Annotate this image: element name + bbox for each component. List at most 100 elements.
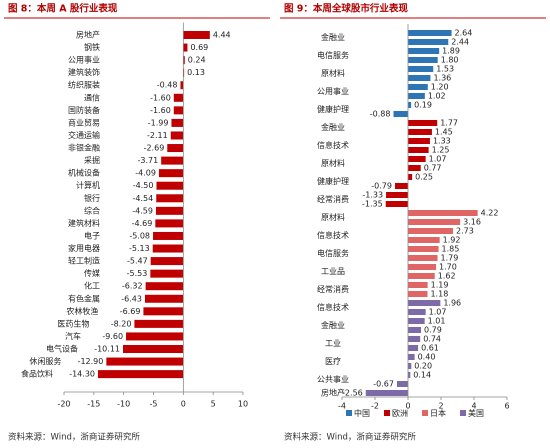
value-label: 1.77 [440,119,458,128]
x-tick-label: -4 [338,402,346,411]
value-label: -8.20 [111,319,132,328]
category-label: 金融业 [321,320,345,330]
category-label: 公用事业 [68,55,100,65]
value-label: 1.19 [431,281,449,290]
value-label: 0.13 [187,68,205,77]
value-label: -1.99 [148,118,169,127]
category-label: 医疗 [325,356,341,366]
bar [150,269,184,278]
category-label: 银行 [84,193,100,203]
legend-label: 欧洲 [392,408,408,418]
value-label: -6.43 [121,294,142,303]
legend-swatch [346,410,352,416]
legend-swatch [384,410,390,416]
bar [408,237,440,243]
bar [365,390,408,396]
category-label: 家用电器 [68,243,100,253]
bar [123,345,184,353]
category-label: 房地产 [321,388,345,398]
bar [408,372,411,378]
value-label: 1.80 [441,56,459,65]
x-tick-label: 4 [471,402,476,411]
bar [152,244,184,253]
value-label: -4.69 [132,219,153,228]
bar [155,219,184,228]
bar [156,194,184,203]
bar [183,31,210,39]
category-label: 工业 [325,338,341,348]
value-label: 0.40 [418,353,436,362]
bar [150,257,184,266]
category-label: 信息技术 [317,140,349,150]
bar [408,39,449,45]
value-label: 2.44 [451,38,469,47]
x-tick-label: -15 [87,400,100,409]
value-label: 1.07 [429,308,447,317]
category-label: 有色金属 [68,293,100,303]
value-label: 1.89 [442,47,460,56]
bar [408,129,432,135]
value-label: -5.13 [129,244,150,253]
bar [153,231,184,240]
category-label: 农林牧渔 [66,306,98,316]
value-label: 1.79 [441,254,459,263]
category-label: 计算机 [76,180,100,190]
value-label: -12.90 [78,357,104,366]
legend-label: 中国 [354,408,370,418]
category-label: 经常消费 [317,194,349,204]
source: 资料来源：Wind，浙商证券研究所 [284,432,416,443]
category-label: 综合 [84,205,100,215]
category-label: 化工 [84,281,100,291]
bar [408,210,478,216]
bar [393,111,408,117]
category-label: 机械设备 [68,168,100,178]
x-tick-label: 0 [181,400,186,409]
category-label: 传媒 [84,268,100,278]
bar [143,307,184,316]
value-label: 1.18 [430,290,448,299]
value-label: 0.61 [421,344,439,353]
category-label: 商业贸易 [68,117,100,127]
value-label: -5.53 [127,269,148,278]
value-label: -5.47 [127,257,148,266]
value-label: -1.35 [362,200,383,209]
x-tick-label: -10 [117,400,130,409]
bar [408,273,435,279]
value-label: -4.54 [133,194,154,203]
bar [408,363,412,369]
value-label: 0.20 [414,362,432,371]
value-label: -4.09 [135,169,156,178]
bar [408,30,452,36]
category-label: 通信 [84,92,100,102]
bar [408,138,430,144]
legend-label: 日本 [430,408,446,418]
value-label: -0.88 [370,110,391,119]
bar [408,147,429,153]
value-label: -2.56 [342,389,363,398]
category-label: 建筑装饰 [68,67,100,77]
value-label: 1.25 [432,146,450,155]
category-label: 休闲服务 [29,356,61,366]
bar [144,294,184,303]
value-label: -4.59 [132,206,153,215]
bar [183,56,185,65]
bar [408,84,428,90]
bar [155,206,184,215]
value-label: 2.64 [455,29,473,38]
bar [156,181,184,190]
value-label: 0.14 [413,371,431,380]
bar [408,174,413,180]
bar [408,309,426,315]
bar [98,370,184,379]
value-label: -9.60 [102,332,123,341]
value-label: 1.33 [433,137,451,146]
value-label: -5.08 [129,231,150,240]
category-label: 金融业 [321,122,345,132]
value-label: -2.69 [144,144,165,153]
category-label: 非银金融 [68,143,100,153]
chart-title: 图 8：本周 A 股行业表现 [8,3,118,15]
value-label: -1.33 [362,191,383,200]
value-label: 0.79 [424,326,442,335]
category-label: 工业品 [321,266,345,276]
